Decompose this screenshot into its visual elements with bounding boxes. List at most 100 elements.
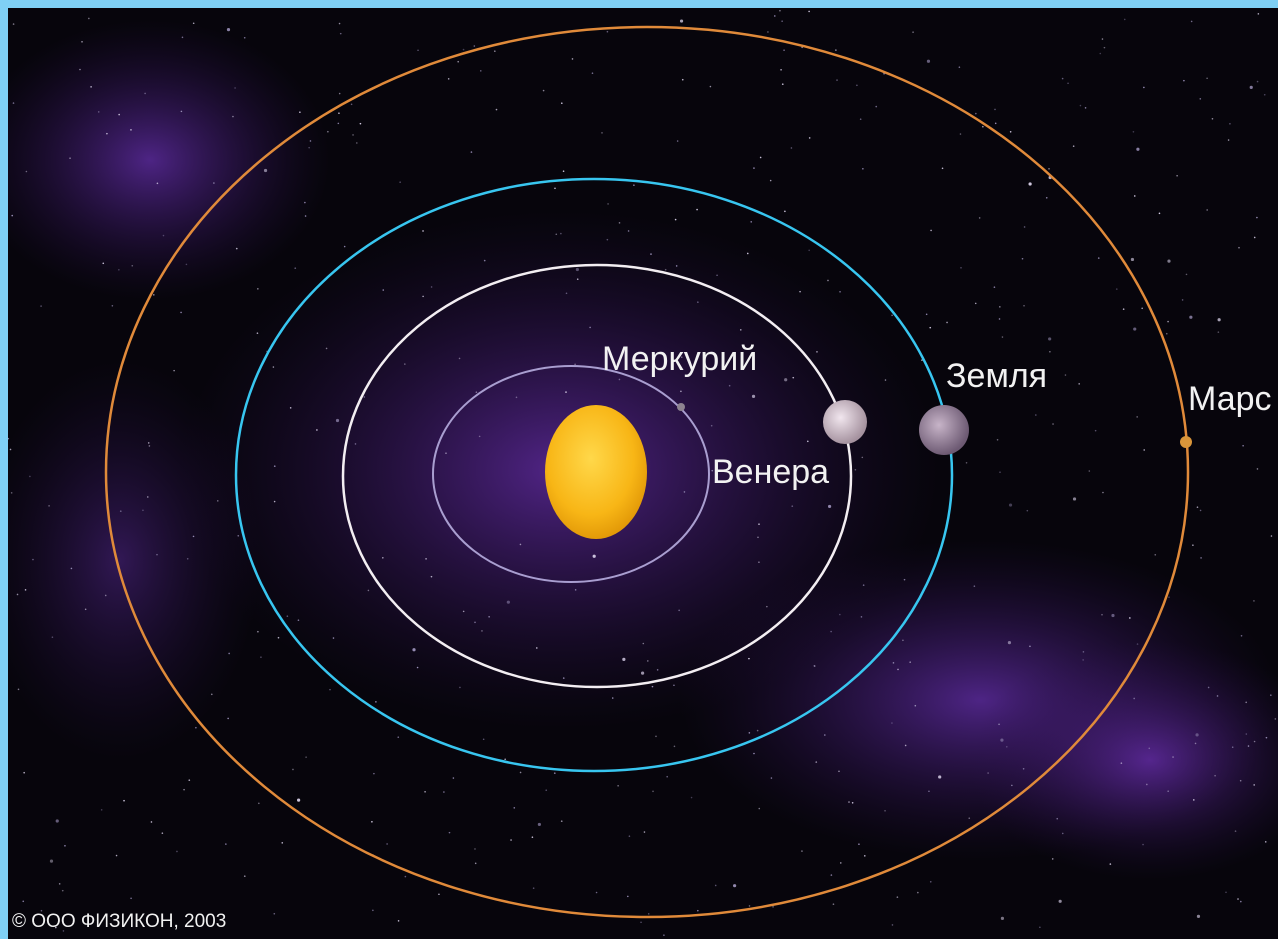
star <box>443 791 445 793</box>
star <box>566 292 568 294</box>
star <box>287 615 289 617</box>
star <box>747 253 749 255</box>
star <box>1059 900 1062 903</box>
star <box>1002 336 1004 338</box>
star <box>1159 213 1161 215</box>
star <box>729 385 731 387</box>
star <box>1186 274 1188 276</box>
star <box>1023 768 1025 770</box>
star <box>862 457 864 459</box>
star <box>836 79 838 81</box>
star <box>982 126 984 128</box>
star <box>1048 337 1051 340</box>
star <box>338 123 340 125</box>
star <box>448 78 450 80</box>
star <box>1000 738 1003 741</box>
star <box>577 278 579 280</box>
star <box>791 147 793 149</box>
star <box>1052 858 1054 860</box>
star <box>1146 784 1148 786</box>
star <box>772 906 774 908</box>
star <box>151 821 153 823</box>
star <box>1099 53 1101 55</box>
star <box>1049 351 1051 353</box>
star <box>195 727 197 729</box>
star <box>316 429 318 431</box>
star <box>368 590 370 592</box>
star <box>339 23 341 25</box>
venus <box>823 400 867 444</box>
star <box>758 561 760 563</box>
star <box>596 892 598 894</box>
star <box>926 313 928 315</box>
star <box>1218 318 1221 321</box>
star <box>563 677 565 679</box>
star <box>258 803 260 805</box>
star <box>612 697 614 699</box>
star <box>340 33 342 35</box>
star <box>678 610 680 612</box>
star <box>120 510 122 512</box>
star <box>855 469 857 471</box>
star <box>310 140 312 142</box>
star <box>892 924 894 926</box>
star <box>187 558 189 560</box>
star <box>488 616 490 618</box>
star <box>1183 80 1185 82</box>
star <box>375 701 377 703</box>
star <box>412 648 415 651</box>
star <box>1167 321 1169 323</box>
star <box>513 807 515 809</box>
star <box>997 439 999 441</box>
star <box>1241 635 1243 637</box>
star <box>244 875 246 877</box>
star <box>1133 131 1135 133</box>
planet-label: Меркурий <box>602 340 757 378</box>
star <box>575 589 577 591</box>
star <box>753 753 755 755</box>
star <box>946 322 948 324</box>
star <box>244 37 246 39</box>
star <box>633 184 635 186</box>
star <box>1208 687 1210 689</box>
star <box>974 585 976 587</box>
star <box>828 505 831 508</box>
star <box>459 687 461 689</box>
star <box>650 253 652 255</box>
star <box>1192 544 1194 546</box>
star <box>299 111 301 113</box>
star <box>862 168 864 170</box>
star <box>902 639 904 641</box>
star <box>62 890 64 892</box>
star <box>11 215 13 217</box>
star <box>32 559 34 561</box>
star <box>994 109 996 111</box>
star <box>71 568 73 570</box>
star <box>655 736 657 738</box>
frame-top <box>0 0 1278 8</box>
star <box>979 217 981 219</box>
star <box>1133 327 1136 330</box>
star <box>188 779 190 781</box>
star <box>1242 445 1244 447</box>
star <box>684 491 686 493</box>
star <box>273 913 275 915</box>
star <box>1073 145 1075 147</box>
star <box>186 264 188 266</box>
star <box>116 855 118 857</box>
star <box>1212 118 1214 120</box>
star <box>355 443 357 445</box>
star <box>891 314 893 316</box>
star <box>1253 784 1255 786</box>
star <box>1257 81 1259 83</box>
star <box>770 180 772 182</box>
star <box>691 797 693 799</box>
star <box>144 93 146 95</box>
star <box>371 821 373 823</box>
star <box>545 789 547 791</box>
star <box>752 395 755 398</box>
star <box>784 378 787 381</box>
star <box>1078 383 1080 385</box>
star <box>257 631 259 633</box>
star <box>463 49 465 51</box>
